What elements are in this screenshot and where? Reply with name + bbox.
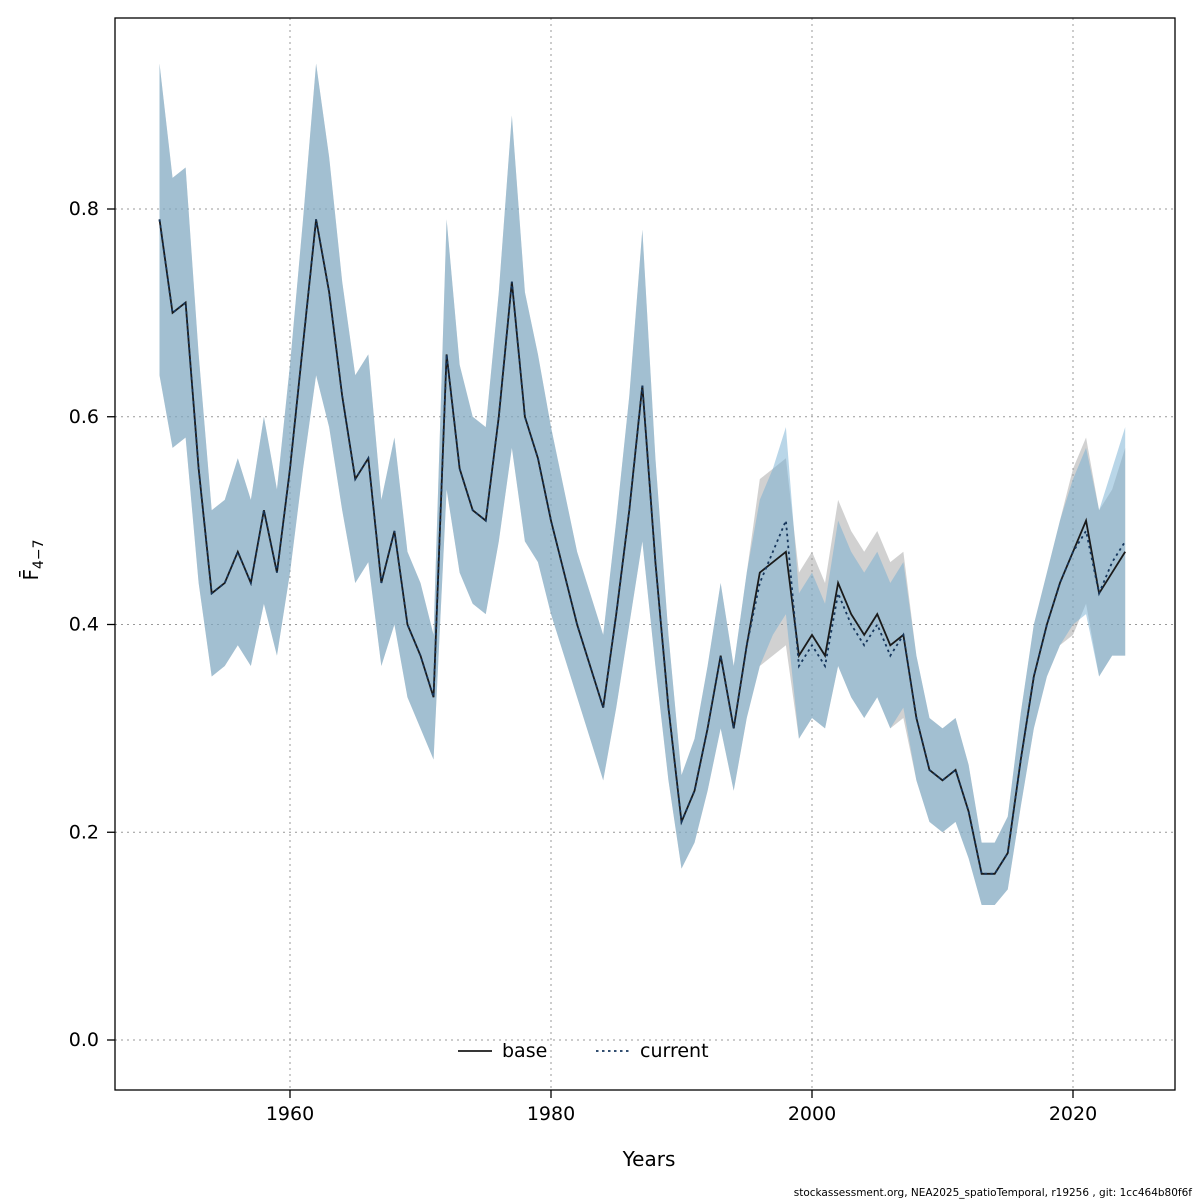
legend: base current bbox=[458, 1040, 709, 1062]
x-tick-label: 2020 bbox=[1049, 1103, 1097, 1125]
plot-border bbox=[114, 17, 1176, 1091]
y-tick-label: 0.8 bbox=[69, 198, 99, 220]
y-tick-label: 0.4 bbox=[69, 614, 99, 636]
legend-base-label: base bbox=[502, 1040, 547, 1062]
legend-current-label: current bbox=[640, 1040, 709, 1062]
y-tick-label: 0.6 bbox=[69, 406, 99, 428]
x-tick-label: 1960 bbox=[266, 1103, 314, 1125]
x-tick-label: 2000 bbox=[788, 1103, 836, 1125]
current-line bbox=[158, 219, 1126, 875]
x-axis-label: Years bbox=[622, 1147, 676, 1171]
footer-text: stockassessment.org, NEA2025_spatioTempo… bbox=[794, 1187, 1193, 1199]
y-axis-label: F̄4−7 bbox=[18, 539, 47, 580]
y-tick-label: 0.0 bbox=[69, 1029, 99, 1051]
axis-tick-labels: 1960 1980 2000 2020 0.0 0.2 0.4 0.6 0.8 bbox=[69, 198, 1097, 1125]
current-confidence-band bbox=[159, 63, 1126, 905]
confidence-bands bbox=[159, 63, 1126, 905]
y-tick-label: 0.2 bbox=[69, 821, 99, 843]
x-tick-label: 1980 bbox=[527, 1103, 575, 1125]
series-lines bbox=[158, 219, 1126, 875]
axis-ticks bbox=[107, 208, 1074, 1098]
